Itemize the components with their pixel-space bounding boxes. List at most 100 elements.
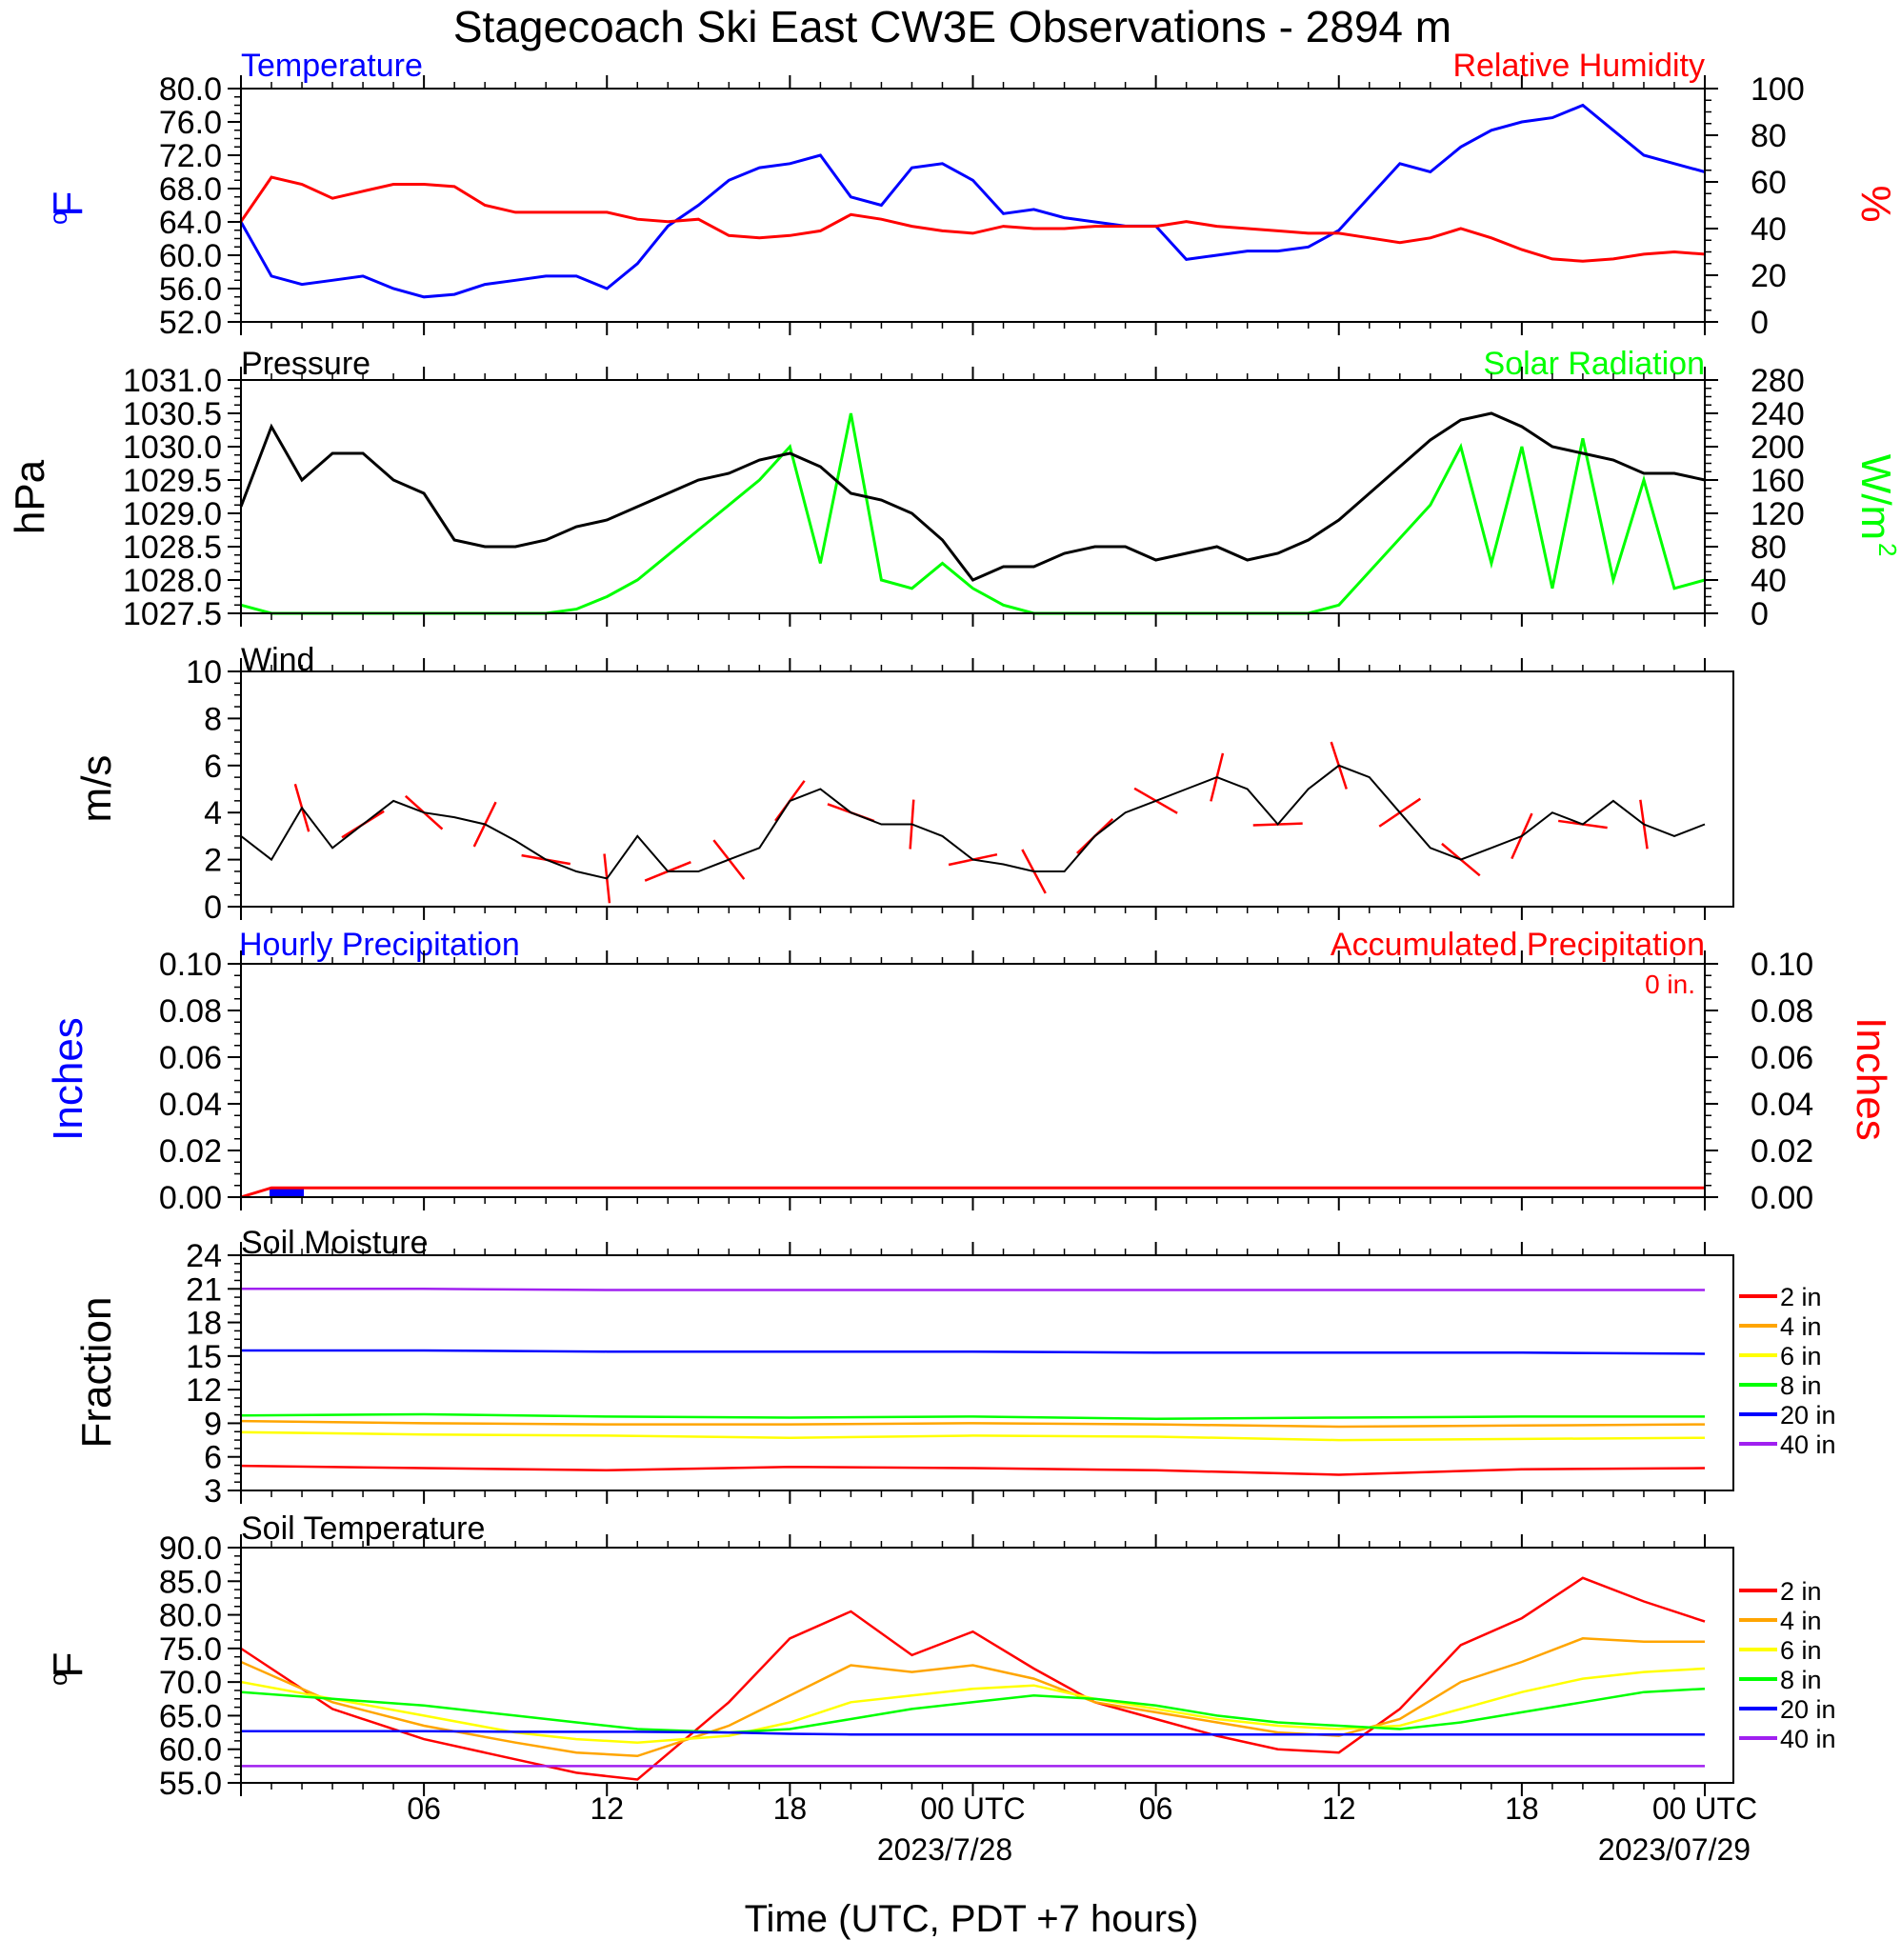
- accum-precip-line: [240, 1186, 1705, 1199]
- soil-temperature-lines: [240, 1576, 1706, 1781]
- temperature-unit-label: F o: [44, 191, 91, 225]
- y-tick-label: 160: [1751, 463, 1805, 499]
- x-tick-label: 06: [407, 1791, 441, 1826]
- temperature-unit: F: [45, 191, 91, 217]
- wind-barbs: [293, 741, 1649, 904]
- y-tick-label: 60.0: [159, 1732, 222, 1769]
- y-tick-label: 6: [204, 1440, 222, 1476]
- date-label-1: 2023/7/28: [877, 1832, 1012, 1867]
- y-tick-label: 1031.0: [123, 363, 222, 399]
- y-tick-label: 2: [204, 843, 222, 879]
- legend-label: 20 in: [1780, 1695, 1836, 1724]
- legend-label: 2 in: [1780, 1577, 1822, 1606]
- y-tick-label: 0.06: [159, 1040, 222, 1076]
- temperature-line: [239, 103, 1706, 299]
- y-tick-label: 0: [204, 890, 222, 926]
- pressure-axis: 1031.01030.51030.01029.51029.01028.51028…: [123, 363, 241, 632]
- y-tick-label: 8: [204, 701, 222, 737]
- panel-frame: [240, 1254, 1734, 1491]
- wind-speed-line: [240, 764, 1706, 880]
- soil-temperature-title: Soil Temperature: [241, 1510, 485, 1547]
- y-tick-label: 65.0: [159, 1698, 222, 1734]
- y-tick-label: 80: [1751, 118, 1787, 154]
- soil-line-2in: [240, 1464, 1706, 1476]
- y-tick-label: 18: [186, 1306, 222, 1342]
- y-tick-label: 0: [1751, 305, 1769, 341]
- humidity-unit: %: [1852, 185, 1899, 222]
- y-tick-label: 12: [186, 1372, 222, 1409]
- soil-line-8in: [240, 1412, 1705, 1420]
- accum-precip-annotation: 0 in.: [1645, 970, 1695, 999]
- pressure-unit: hPa: [7, 459, 53, 534]
- soil-line-6in: [240, 1667, 1706, 1744]
- solar-unit-exponent: 2: [1873, 543, 1901, 556]
- y-tick-label: 0.08: [159, 993, 222, 1030]
- soil-line-8in: [240, 1687, 1706, 1734]
- accum-precip-title: Accumulated Precipitation: [1331, 927, 1705, 963]
- chart-title: Stagecoach Ski East CW3E Observations - …: [453, 2, 1451, 51]
- soil-moisture-lines: [240, 1288, 1706, 1476]
- humidity-title: Relative Humidity: [1452, 48, 1705, 84]
- hourly-precip-bars: [270, 1188, 305, 1197]
- y-tick-label: 240: [1751, 396, 1805, 432]
- x-axis-label: Time (UTC, PDT +7 hours): [745, 1898, 1199, 1940]
- y-tick-label: 40: [1751, 211, 1787, 248]
- y-tick-label: 1027.5: [123, 596, 222, 632]
- pressure-title: Pressure: [241, 346, 370, 382]
- y-tick-label: 85.0: [159, 1564, 222, 1600]
- y-tick-label: 80.0: [159, 1598, 222, 1634]
- soil-temperature-unit-label: F o: [44, 1652, 91, 1686]
- x-tick-label: 00 UTC: [920, 1791, 1025, 1826]
- legend-label: 2 in: [1780, 1283, 1822, 1311]
- y-tick-label: 0: [1751, 596, 1769, 632]
- y-tick-label: 20: [1751, 258, 1787, 294]
- y-tick-label: 40: [1751, 563, 1787, 599]
- temperature-title: Temperature: [241, 48, 423, 84]
- y-tick-label: 1029.0: [123, 496, 222, 532]
- y-tick-label: 24: [186, 1238, 222, 1274]
- y-tick-label: 100: [1751, 71, 1805, 108]
- legend-label: 40 in: [1780, 1430, 1836, 1459]
- wind-axis: 10 8 6 4 2 0: [186, 654, 241, 926]
- panel-frame: [240, 670, 1734, 908]
- y-tick-label: 0.10: [159, 947, 222, 983]
- y-tick-label: 120: [1751, 496, 1805, 532]
- legend-label: 4 in: [1780, 1607, 1822, 1635]
- hourly-precip-unit: Inches: [45, 1017, 91, 1141]
- hourly-precip-axis: 0.10 0.08 0.06 0.04 0.02 0.00: [159, 947, 241, 1216]
- solar-line: [240, 412, 1706, 615]
- pressure-line: [239, 411, 1706, 582]
- solar-unit-label: W/m 2: [1852, 454, 1901, 557]
- humidity-axis: 100 80 60 40 20 0: [1705, 71, 1805, 341]
- y-tick-label: 0.00: [159, 1180, 222, 1216]
- legend-label: 6 in: [1780, 1342, 1822, 1370]
- panel-precipitation: Hourly Precipitation Accumulated Precipi…: [45, 927, 1894, 1216]
- panel-frame: [240, 963, 1706, 1198]
- solar-unit: W/m: [1852, 454, 1899, 540]
- panel-frame: [240, 1547, 1734, 1784]
- y-tick-label: 0.06: [1751, 1040, 1813, 1076]
- accum-precip-axis: 0.10 0.08 0.06 0.04 0.02 0.00: [1705, 947, 1813, 1216]
- y-tick-label: 280: [1751, 363, 1805, 399]
- accum-precip-unit: Inches: [1848, 1017, 1894, 1141]
- soil-line-4in: [240, 1419, 1706, 1429]
- y-tick-label: 68.0: [159, 171, 222, 208]
- y-tick-label: 56.0: [159, 271, 222, 308]
- soil-line-20in: [241, 1730, 1705, 1736]
- y-tick-label: 0.10: [1751, 947, 1813, 983]
- soil-moisture-unit: Fraction: [73, 1297, 120, 1449]
- y-tick-label: 21: [186, 1271, 222, 1308]
- panel-frame: [240, 88, 1706, 323]
- y-tick-label: 72.0: [159, 138, 222, 174]
- y-tick-label: 6: [204, 749, 222, 785]
- x-tick-label: 12: [590, 1791, 624, 1826]
- y-tick-label: 15: [186, 1339, 222, 1375]
- legend-label: 6 in: [1780, 1636, 1822, 1665]
- y-tick-label: 1028.0: [123, 563, 222, 599]
- x-tick-label: 00 UTC: [1652, 1791, 1757, 1826]
